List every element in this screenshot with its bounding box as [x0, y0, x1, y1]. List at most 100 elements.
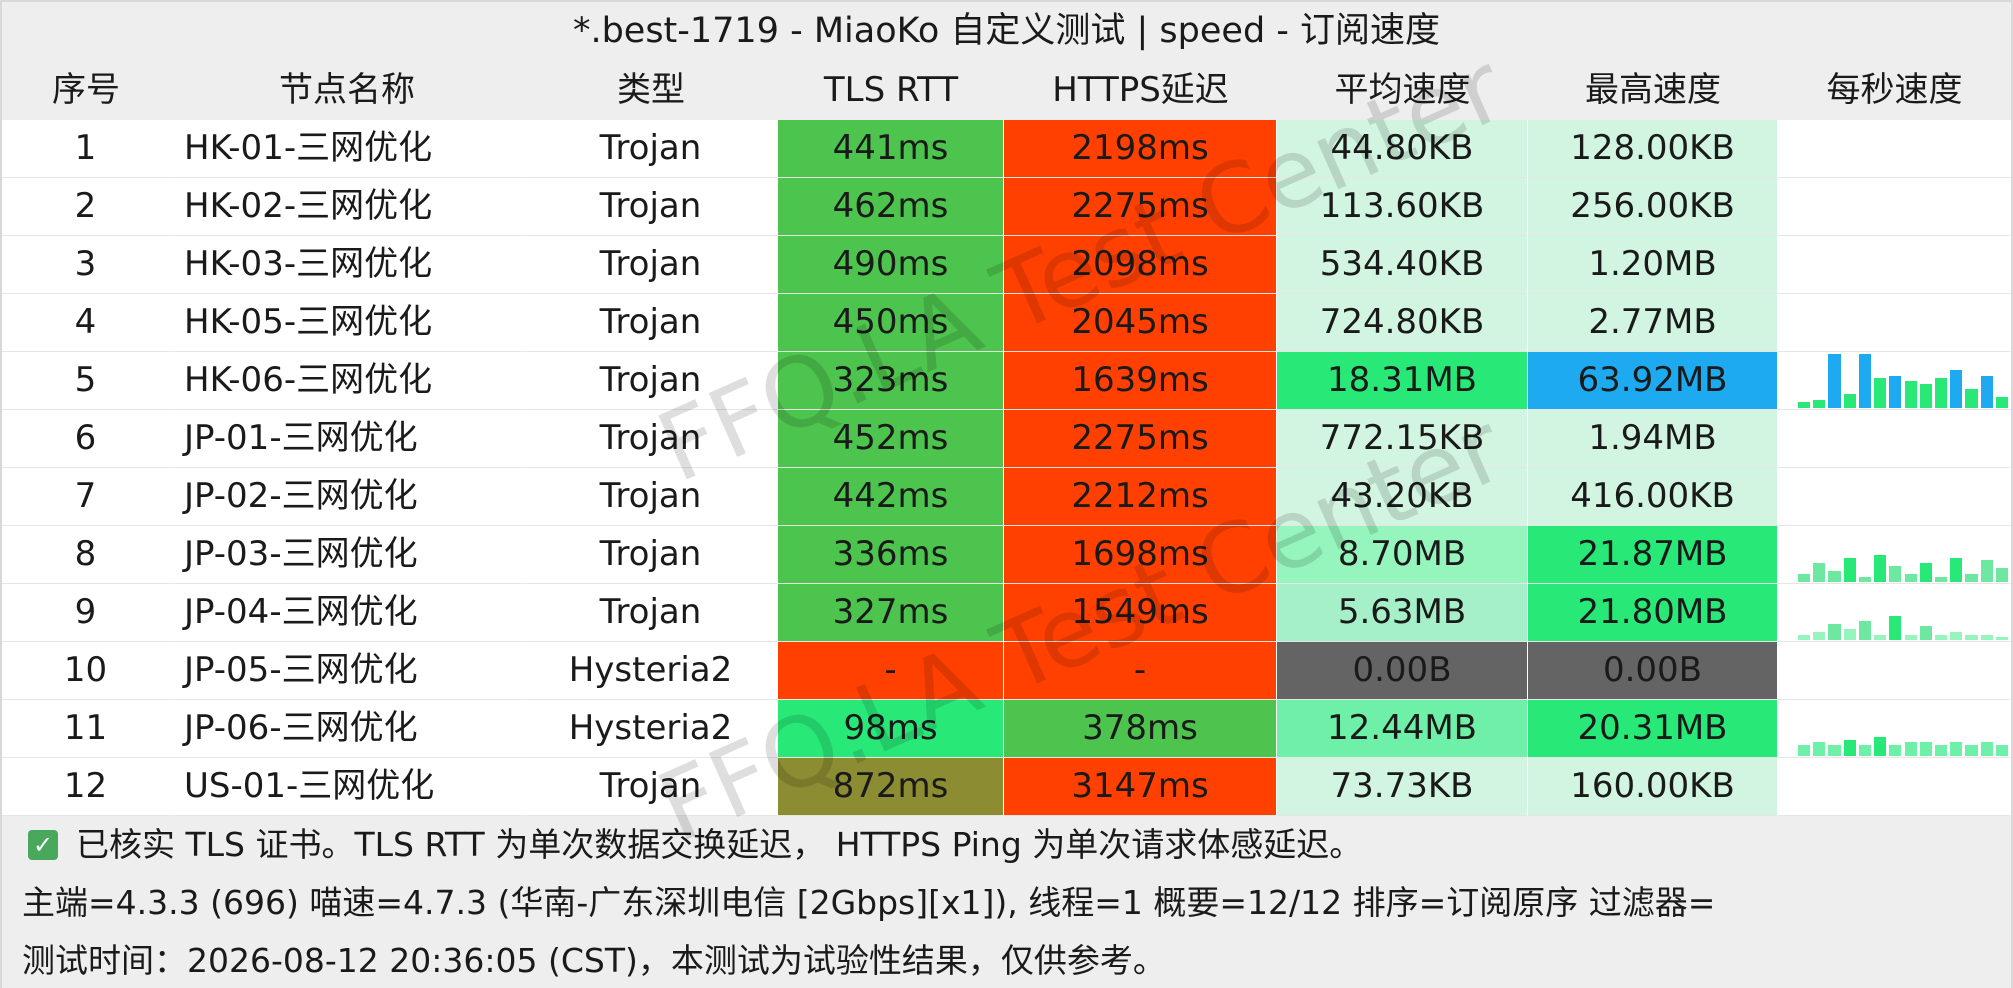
cell-avg-speed: 44.80KB — [1277, 120, 1528, 178]
sparkline-bar — [1995, 637, 2008, 640]
cell-per-second-sparkline — [1778, 642, 2011, 700]
cell-index: 5 — [2, 352, 170, 410]
sparkline-bar — [1950, 742, 1963, 756]
cell-tls-rtt: 450ms — [778, 294, 1004, 352]
sparkline-bar — [1798, 574, 1811, 582]
table-row: 6 JP-01-三网优化 Trojan 452ms 2275ms 772.15KB 1.94… — [2, 410, 2011, 468]
table-row: 11 JP-06-三网优化 Hysteria2 98ms 378ms 12.44MB 20.… — [2, 700, 2011, 758]
cell-per-second-sparkline — [1778, 526, 2011, 584]
cell-type: Trojan — [524, 178, 778, 236]
cell-node-name: JP-03-三网优化 — [170, 526, 524, 584]
column-header-per-second-speed: 每秒速度 — [1826, 70, 1963, 110]
results-table-body: 1 HK-01-三网优化 Trojan 441ms 2198ms 44.80KB 128.0… — [2, 120, 2011, 816]
cell-index: 3 — [2, 236, 170, 294]
cell-node-name: JP-05-三网优化 — [170, 642, 524, 700]
sparkline-bar — [1813, 400, 1826, 408]
column-header-type: 类型 — [617, 70, 685, 110]
cell-max-speed: 2.77MB — [1528, 294, 1778, 352]
cell-type: Trojan — [524, 120, 778, 178]
cell-avg-speed: 18.31MB — [1277, 352, 1528, 410]
table-row: 12 US-01-三网优化 Trojan 872ms 3147ms 73.73KB 160.… — [2, 758, 2011, 816]
cell-per-second-sparkline — [1778, 758, 2011, 816]
sparkline-bar — [1858, 577, 1872, 582]
sparkline-bar — [1813, 742, 1826, 756]
cell-max-speed: 0.00B — [1528, 642, 1778, 700]
cell-type: Hysteria2 — [524, 642, 778, 700]
sparkline-bar — [1889, 745, 1902, 756]
sparkline-bar — [1889, 616, 1902, 640]
sparkline-bar — [1858, 354, 1872, 408]
sparkline-bar — [1828, 354, 1841, 408]
cell-tls-rtt: 462ms — [778, 178, 1004, 236]
cell-type: Trojan — [524, 352, 778, 410]
cell-node-name: JP-01-三网优化 — [170, 410, 524, 468]
sparkline-bar — [1919, 626, 1932, 640]
column-header-https-latency: HTTPS延迟 — [1052, 70, 1229, 110]
sparkline-bar — [1980, 376, 1993, 408]
cell-type: Trojan — [524, 526, 778, 584]
sparkline-bar — [1934, 635, 1948, 640]
table-row: 8 JP-03-三网优化 Trojan 336ms 1698ms 8.70MB 21.87M… — [2, 526, 2011, 584]
sparkline-bar — [1995, 568, 2008, 582]
cell-max-speed: 21.87MB — [1528, 526, 1778, 584]
sparkline-bar — [1919, 384, 1932, 408]
cell-per-second-sparkline — [1778, 700, 2011, 758]
cell-avg-speed: 8.70MB — [1277, 526, 1528, 584]
column-header-index: 序号 — [52, 70, 120, 110]
column-header-avg-speed: 平均速度 — [1334, 70, 1471, 110]
cell-avg-speed: 5.63MB — [1277, 584, 1528, 642]
cell-https-latency: 378ms — [1004, 700, 1277, 758]
sparkline-bar — [1843, 394, 1856, 408]
sparkline-bar — [1889, 376, 1902, 408]
cell-tls-rtt: 327ms — [778, 584, 1004, 642]
sparkline-bar — [1843, 629, 1856, 640]
cell-avg-speed: 724.80KB — [1277, 294, 1528, 352]
sparkline-bar — [1965, 574, 1978, 582]
cell-tls-rtt: 323ms — [778, 352, 1004, 410]
cell-max-speed: 416.00KB — [1528, 468, 1778, 526]
cell-https-latency: 1639ms — [1004, 352, 1277, 410]
column-header-node-name: 节点名称 — [279, 70, 415, 110]
sparkline-bar — [1995, 397, 2008, 408]
cell-avg-speed: 772.15KB — [1277, 410, 1528, 468]
sparkline-bar — [1904, 742, 1917, 756]
checkmark-icon: ✓ — [28, 829, 58, 860]
sparkline-bar — [1950, 558, 1963, 582]
cell-https-latency: 2212ms — [1004, 468, 1277, 526]
cell-avg-speed: 43.20KB — [1277, 468, 1528, 526]
cell-type: Trojan — [524, 468, 778, 526]
cell-avg-speed: 73.73KB — [1277, 758, 1528, 816]
sparkline-bar — [1843, 740, 1856, 756]
sparkline-bar — [1934, 745, 1948, 756]
cell-node-name: HK-01-三网优化 — [170, 120, 524, 178]
cell-avg-speed: 534.40KB — [1277, 236, 1528, 294]
sparkline-bar — [1965, 389, 1978, 408]
table-header: 序号 节点名称 类型 TLS RTT HTTPS延迟 平均速度 最高速度 每秒速… — [2, 60, 2011, 120]
cell-per-second-sparkline — [1778, 178, 2011, 236]
cell-avg-speed: 0.00B — [1277, 642, 1528, 700]
cell-tls-rtt: 98ms — [778, 700, 1004, 758]
cell-max-speed: 1.94MB — [1528, 410, 1778, 468]
sparkline-bar — [1904, 574, 1917, 582]
sparkline-bar — [1798, 635, 1811, 640]
column-header-tls-rtt: TLS RTT — [823, 70, 959, 110]
cell-tls-rtt: 336ms — [778, 526, 1004, 584]
cell-index: 9 — [2, 584, 170, 642]
table-row: 9 JP-04-三网优化 Trojan 327ms 1549ms 5.63MB 21.80M… — [2, 584, 2011, 642]
sparkline-bar — [1965, 745, 1978, 756]
sparkline-bar — [1950, 370, 1963, 408]
cell-tls-rtt: 490ms — [778, 236, 1004, 294]
sparkline-bar — [1874, 555, 1887, 582]
table-row: 10 JP-05-三网优化 Hysteria2- -0.00B 0.00B — [2, 642, 2011, 700]
cell-per-second-sparkline — [1778, 120, 2011, 178]
cell-https-latency: 1698ms — [1004, 526, 1277, 584]
cell-tls-rtt: 452ms — [778, 410, 1004, 468]
cell-type: Trojan — [524, 758, 778, 816]
cell-index: 6 — [2, 410, 170, 468]
sparkline-bar — [1798, 402, 1811, 408]
cell-tls-rtt: 442ms — [778, 468, 1004, 526]
cell-per-second-sparkline — [1778, 410, 2011, 468]
sparkline-bar — [1934, 378, 1948, 408]
sparkline-bar — [1874, 737, 1887, 756]
